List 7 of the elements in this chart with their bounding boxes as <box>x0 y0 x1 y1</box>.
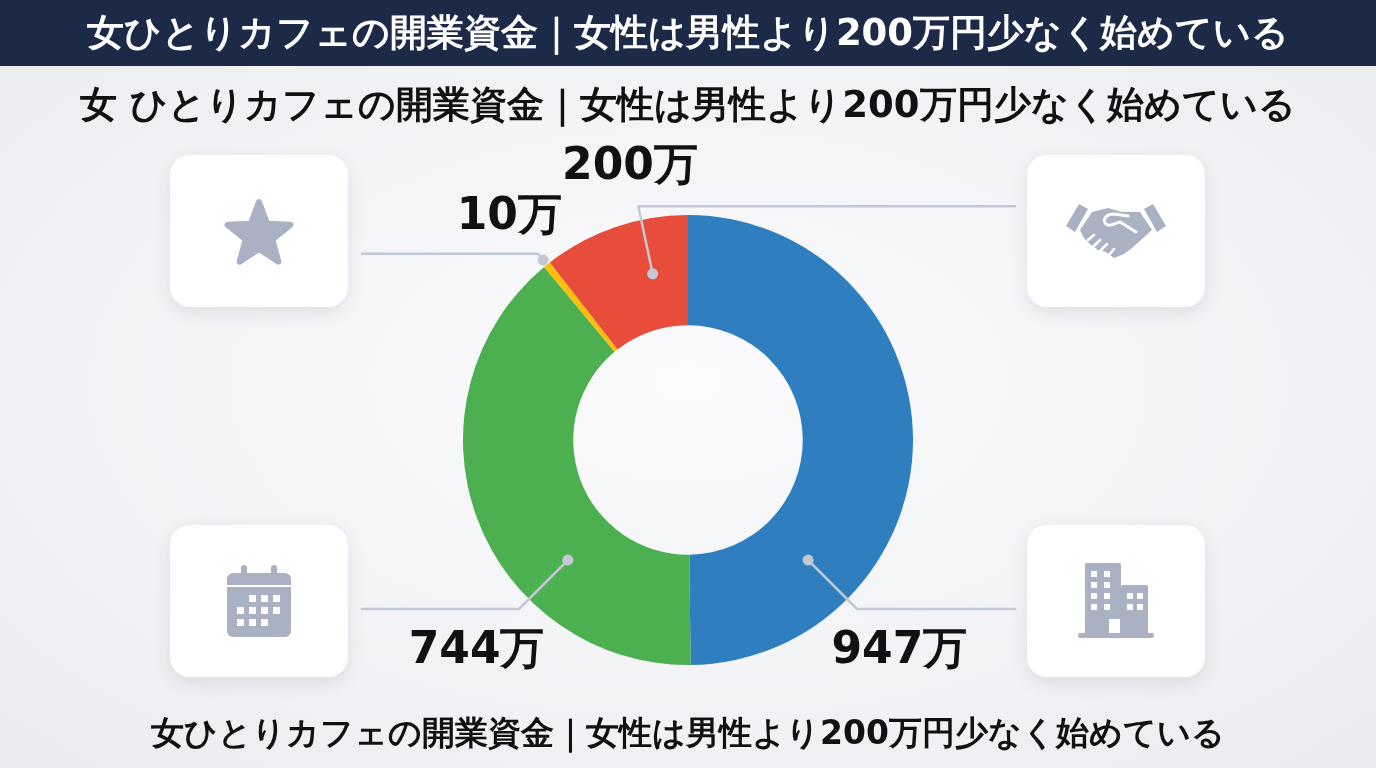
data-label: 744万 <box>408 621 545 673</box>
data-label: 947万 <box>831 621 968 673</box>
chart-subtitle: 女 ひとりカフェの開業資金｜女性は男性より200万円少なく始めている <box>80 83 1296 126</box>
text: 女ひとりカフェの開業資金｜女性は男性より200万円少なく始めている <box>151 713 1225 752</box>
data-label: 200万 <box>562 137 698 189</box>
chart-title: 女ひとりカフェの開業資金｜女性は男性より200万円少なく始めている <box>86 11 1290 54</box>
data-label: 10万 <box>456 188 562 240</box>
